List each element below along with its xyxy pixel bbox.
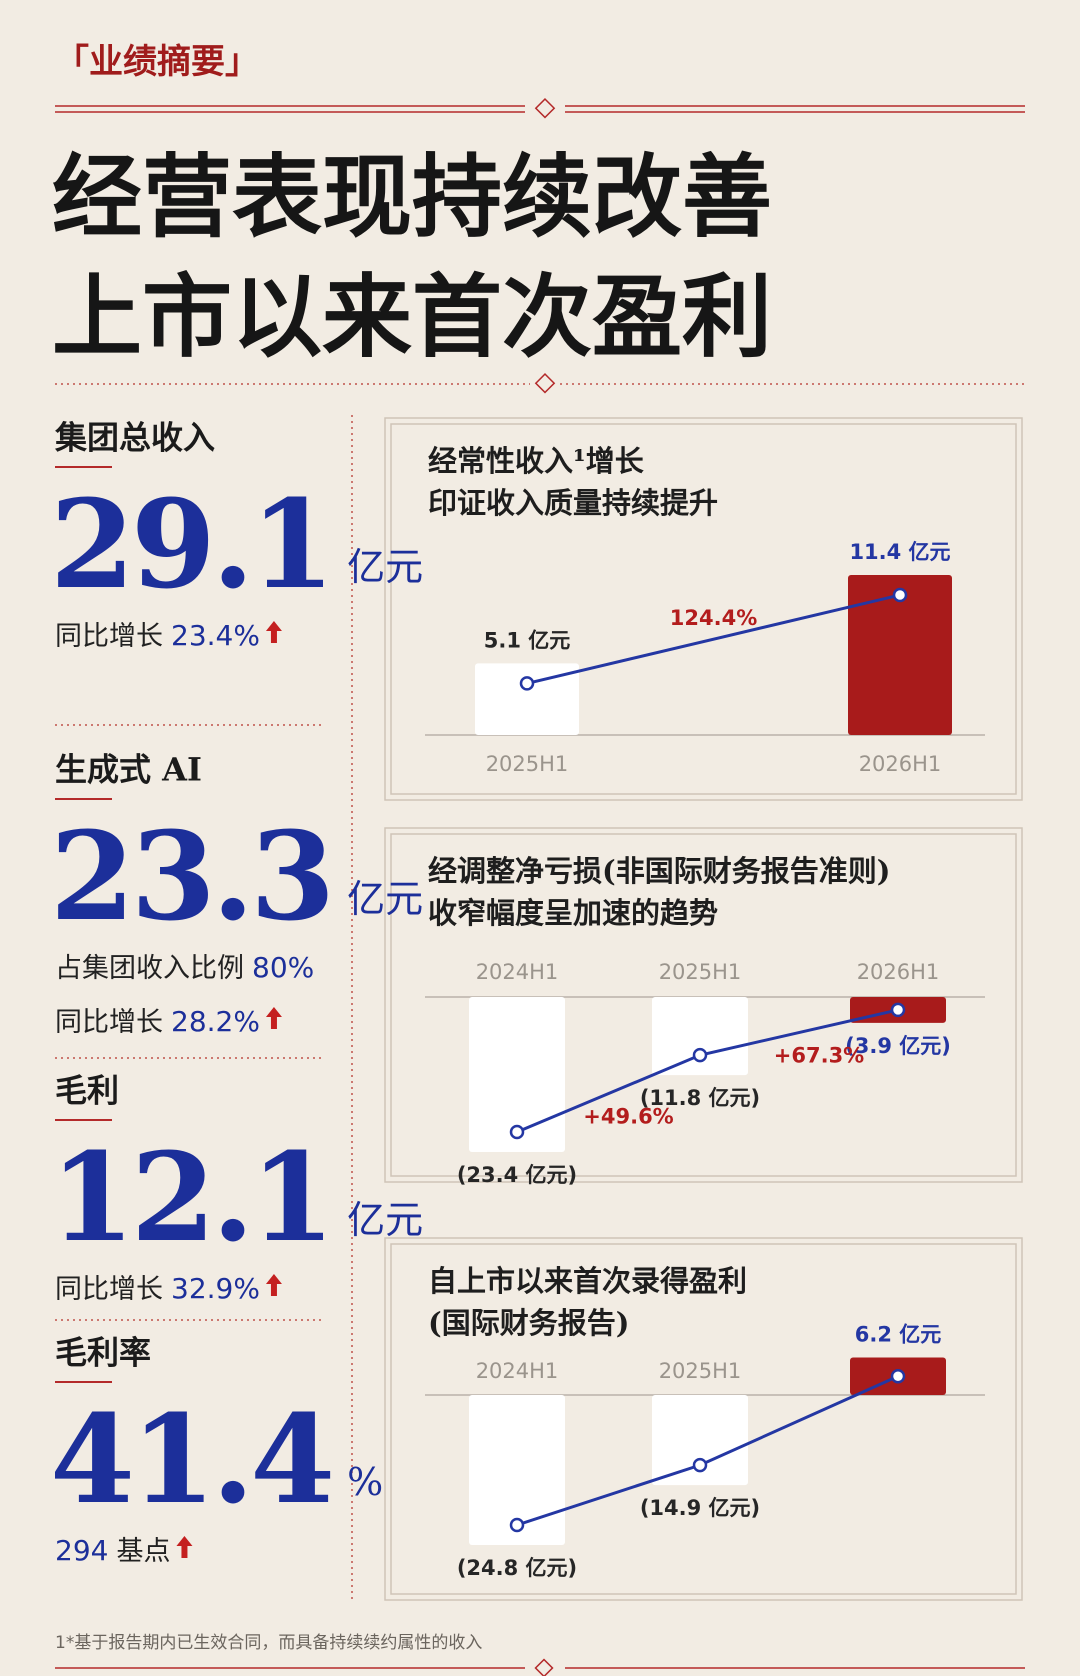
note-label: 同比增长 xyxy=(55,1007,163,1038)
value-label: 11.4 亿元 xyxy=(849,540,950,564)
metric-label: 毛利 xyxy=(55,1072,119,1110)
note-label: 同比增长 xyxy=(55,621,163,652)
metric-unit: 亿元 xyxy=(347,1198,423,1242)
category-label: 2025H1 xyxy=(659,960,742,984)
note-label: 同比增长 xyxy=(55,1274,163,1305)
bar xyxy=(848,575,952,735)
metric-note: 占集团收入比例 80% xyxy=(55,951,314,984)
note-label: 占集团收入比例 xyxy=(55,953,244,984)
footnote: 1*基于报告期内已生效合同，而具备持续续约属性的收入 xyxy=(55,1633,482,1653)
bar xyxy=(652,997,748,1076)
up-arrow xyxy=(265,1007,282,1029)
value-label: (3.9 亿元) xyxy=(845,1034,951,1058)
chart-title: 收窄幅度呈加速的趋势 xyxy=(428,896,718,930)
section-tag: 「业绩摘要」 xyxy=(55,42,259,82)
headline: 经营表现持续改善 xyxy=(52,144,772,250)
metric-note: 同比增长 32.9% xyxy=(55,1272,260,1305)
note-value: 32.9% xyxy=(171,1272,260,1305)
note-value: 28.2% xyxy=(171,1005,260,1038)
trend-point xyxy=(519,676,535,691)
up-arrow xyxy=(176,1536,193,1558)
change-label: 124.4% xyxy=(670,606,757,630)
chart-title: (国际财务报告) xyxy=(428,1306,629,1340)
headline: 上市以来首次盈利 xyxy=(52,264,772,370)
category-label: 2025H1 xyxy=(659,1359,742,1383)
trend-line xyxy=(526,593,901,685)
metric-value: 41.4 xyxy=(50,1387,331,1531)
bar xyxy=(469,997,565,1152)
trend-point xyxy=(692,1047,708,1063)
chart-title: 经调整净亏损(非国际财务报告准则) xyxy=(428,854,890,888)
up-arrow xyxy=(265,621,282,643)
value-label: 6.2 亿元 xyxy=(855,1323,942,1347)
cards xyxy=(384,417,1023,1601)
chart-title: 自上市以来首次录得盈利 xyxy=(428,1264,747,1298)
bar xyxy=(475,663,579,735)
up-arrow xyxy=(265,1274,282,1296)
note-value: 80% xyxy=(252,951,314,984)
change-label: +49.6% xyxy=(583,1105,673,1129)
trend-point xyxy=(890,1369,906,1384)
change-label: +67.3% xyxy=(774,1044,864,1068)
divider-ornament xyxy=(534,373,556,394)
chart-title: 印证收入质量持续提升 xyxy=(428,486,718,520)
value-label: (24.8 亿元) xyxy=(457,1556,577,1580)
value-label: (11.8 亿元) xyxy=(640,1086,760,1110)
trend-point xyxy=(509,1124,525,1140)
category-label: 2026H1 xyxy=(859,752,942,776)
trend-point xyxy=(890,1002,906,1018)
metric-label: 生成式 AI xyxy=(55,751,202,789)
metric-note: 294 基点 xyxy=(55,1534,170,1567)
metric-note: 同比增长 23.4% xyxy=(55,619,260,652)
metric-label: 毛利率 xyxy=(55,1334,151,1372)
metric-unit: % xyxy=(347,1460,383,1504)
category-label: 2024H1 xyxy=(476,1359,559,1383)
chart-title: 经常性收入¹增长 xyxy=(428,444,645,478)
metric-value: 12.1 xyxy=(50,1125,331,1269)
header-rule xyxy=(55,98,1025,119)
metric-unit: 亿元 xyxy=(347,877,423,921)
value-label: (23.4 亿元) xyxy=(457,1163,577,1187)
trend-point xyxy=(509,1517,525,1533)
note-value: 23.4% xyxy=(171,619,260,652)
metric-label: 集团总收入 xyxy=(54,419,215,457)
value-label: (14.9 亿元) xyxy=(640,1496,760,1520)
footer-rule xyxy=(55,1658,1025,1676)
trend-point xyxy=(892,587,908,603)
metric-value: 29.1 xyxy=(50,472,331,616)
metric-note: 同比增长 28.2% xyxy=(55,1005,260,1038)
note-label: 基点 xyxy=(116,1536,170,1567)
category-label: 2025H1 xyxy=(486,752,569,776)
note-value: 294 xyxy=(55,1534,108,1567)
trend-point xyxy=(692,1457,708,1473)
bar xyxy=(652,1395,748,1486)
value-label: 5.1 亿元 xyxy=(484,628,571,652)
category-label: 2026H1 xyxy=(857,960,940,984)
category-label: 2024H1 xyxy=(476,960,559,984)
metric-value: 23.3 xyxy=(50,804,331,948)
bar xyxy=(469,1395,565,1545)
metric-unit: 亿元 xyxy=(347,545,423,589)
